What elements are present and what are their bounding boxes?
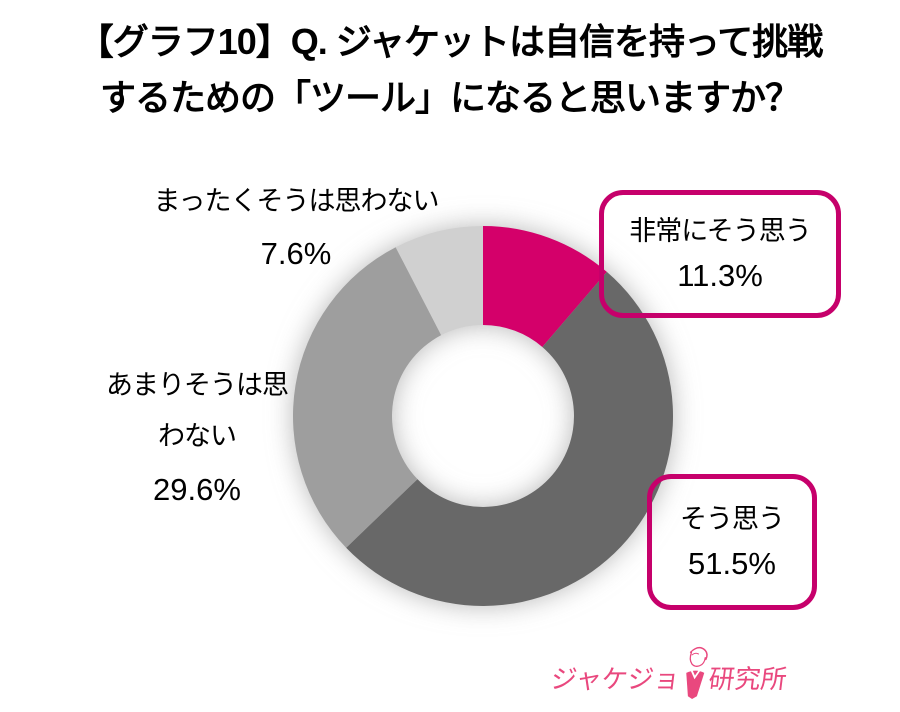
callout-strongly-agree-text: 非常にそう思う (629, 216, 811, 246)
donut-chart (292, 226, 674, 606)
pie-segment-strongly-disagree (395, 226, 483, 336)
label-strongly-disagree-text: まったくそうは思わない (153, 186, 440, 216)
label-disagree-pct: 29.6% (153, 472, 241, 507)
jacket-woman-icon (685, 646, 708, 699)
callout-agree-pct: 51.5% (688, 546, 776, 581)
callout-agree: そう思う 51.5% (647, 474, 817, 610)
pie-segment-disagree (292, 247, 442, 548)
callout-strongly-agree-pct: 11.3% (677, 258, 763, 293)
callout-strongly-agree: 非常にそう思う 11.3% (599, 190, 841, 318)
label-disagree-text-line2: わない (158, 421, 237, 451)
pie-segment-strongly-agree (483, 226, 607, 347)
pie-segment-agree (346, 271, 674, 606)
label-strongly-disagree: まったくそうは思わない 7.6% (146, 176, 446, 282)
label-strongly-disagree-pct: 7.6% (260, 236, 332, 271)
label-disagree: あまりそうは思 わない 29.6% (77, 360, 317, 518)
chart-title-line1: 【グラフ10】Q. ジャケットは自信を持って挑戦 (77, 21, 823, 62)
chart-title: 【グラフ10】Q. ジャケットは自信を持って挑戦 するための「ツール」になると思… (0, 14, 900, 126)
logo: ジャケジョ 研究所 (548, 640, 791, 702)
logo-text-right: 研究所 (706, 664, 789, 694)
logo-text-left: ジャケジョ (549, 664, 682, 694)
label-disagree-text-line1: あまりそうは思 (106, 370, 289, 400)
callout-agree-text: そう思う (680, 504, 785, 534)
chart-title-line2: するための「ツール」になると思いますか？ (99, 77, 801, 118)
